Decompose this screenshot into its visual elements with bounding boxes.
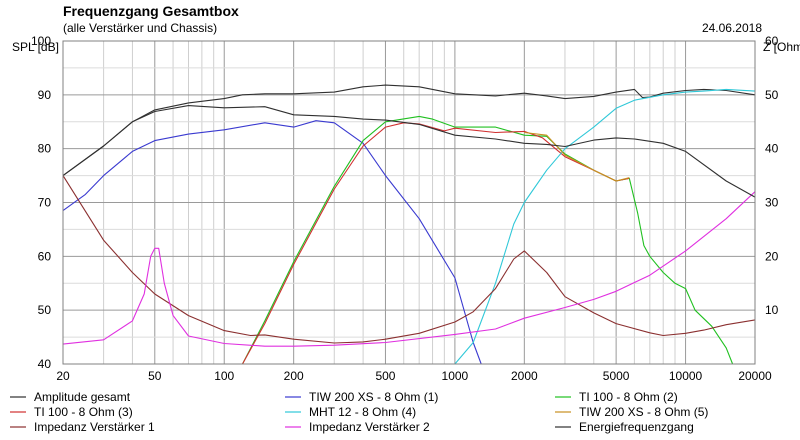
y-tick-label-right: 40 [765,142,779,156]
x-tick-label: 20 [56,369,70,383]
series-line-1 [62,84,756,177]
y-tick-label-left: 50 [38,303,52,317]
y-tick-label-left: 70 [38,196,52,210]
legend-entry: TIW 200 XS - 8 Ohm (5) [579,405,708,419]
legend-entry: Impedanz Verstärker 1 [34,420,155,434]
x-tick-label: 500 [375,369,395,383]
series-line-6 [524,131,630,182]
legend-entry: MHT 12 - 8 Ohm (4) [309,405,416,419]
y-tick-label-right: 30 [765,196,779,210]
series-lines [62,84,756,365]
chart-subtitle: (alle Verstärker und Chassis) [63,21,218,35]
legend: Amplitude gesamt TIW 200 XS - 8 Ohm (1) TI… [10,390,708,434]
plot-frame [62,40,756,365]
series-line-9 [62,105,756,198]
chart-date: 24.06.2018 [701,21,762,35]
x-tick-label: 100 [214,369,234,383]
y-tick-label-left: 80 [38,142,52,156]
chart-title: Frequenzgang Gesamtbox [63,3,239,19]
legend-entry: Energiefrequenzgang [579,420,694,434]
series-line-8 [62,191,756,347]
legend-entry: Amplitude gesamt [34,390,131,404]
y-tick-label-right: 20 [765,249,779,263]
y-tick-label-right: 10 [765,303,779,317]
y-tick-label-left: 60 [38,249,52,263]
series-line-5 [454,88,756,365]
y-axis-label-right: Z [Ohm] [763,40,800,54]
y-tick-label-left: 100 [31,34,51,48]
y-axis-label-left: SPL [dB] [12,40,59,54]
legend-entry: TIW 200 XS - 8 Ohm (1) [309,390,438,404]
legend-entry: TI 100 - 8 Ohm (2) [579,390,678,404]
y-tick-label-right: 60 [765,34,779,48]
x-tick-label: 200 [284,369,304,383]
x-tick-label: 5000 [603,369,630,383]
legend-entry: Impedanz Verstärker 2 [309,420,430,434]
y-tick-label-left: 90 [38,88,52,102]
series-line-2 [62,120,482,365]
x-tick-label: 10000 [669,369,703,383]
legend-entry: TI 100 - 8 Ohm (3) [34,405,133,419]
x-tick-label: 2000 [511,369,538,383]
y-tick-label-right: 50 [765,88,779,102]
x-tick-label: 50 [148,369,162,383]
x-tick-label: 1000 [442,369,469,383]
series-line-7 [62,175,756,344]
y-tick-label-left: 40 [38,357,52,371]
tick-labels: 20 50 100 200 500 1000 2000 5000 10000 20000 40 50 6… [31,34,779,383]
x-tick-label: 20000 [738,369,772,383]
series-line-4 [242,122,630,365]
